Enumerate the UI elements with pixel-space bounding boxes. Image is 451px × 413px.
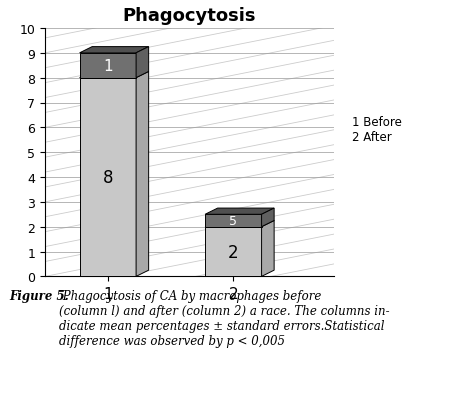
Text: 5: 5 [230, 214, 237, 228]
Text: Phagocytosis of CA by macrophages before
(column l) and after (column 2) a race.: Phagocytosis of CA by macrophages before… [59, 289, 389, 347]
Polygon shape [205, 215, 262, 227]
Polygon shape [205, 209, 274, 215]
Text: 2: 2 [228, 243, 239, 261]
Polygon shape [205, 221, 274, 227]
Polygon shape [136, 47, 149, 78]
Text: 1 Before
2 After: 1 Before 2 After [352, 116, 402, 144]
Text: 8: 8 [102, 169, 113, 187]
Polygon shape [262, 221, 274, 277]
Polygon shape [136, 72, 149, 277]
Text: 1: 1 [103, 59, 113, 74]
Polygon shape [205, 227, 262, 277]
Title: Phagocytosis: Phagocytosis [123, 7, 256, 25]
Polygon shape [80, 47, 149, 54]
Text: Figure 5.: Figure 5. [9, 289, 69, 302]
Polygon shape [80, 72, 149, 78]
Polygon shape [262, 209, 274, 227]
Polygon shape [80, 78, 136, 277]
Polygon shape [80, 54, 136, 78]
